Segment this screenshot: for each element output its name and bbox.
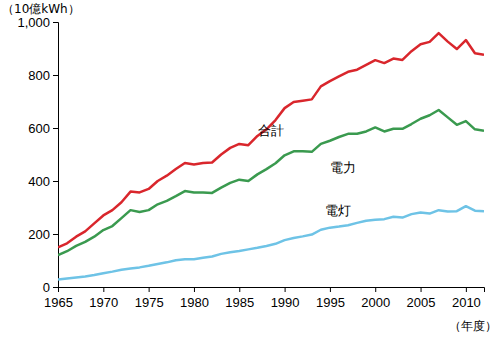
x-tick-mark <box>194 287 195 292</box>
x-tick: 1995 <box>316 287 345 310</box>
x-tick-mark <box>466 287 467 292</box>
chart: 02004006008001,0001965197019751980198519… <box>0 0 501 344</box>
y-tick-mark <box>53 128 58 129</box>
x-tick-label: 2010 <box>452 295 481 310</box>
y-axis: 0 200 400 600 800 1,000 <box>17 15 58 295</box>
y-tick-mark <box>53 181 58 182</box>
x-tick-mark <box>58 287 59 292</box>
x-tick: 1970 <box>89 287 118 310</box>
y-tick: 200 <box>28 227 58 242</box>
x-tick: 2005 <box>407 287 436 310</box>
y-tick: 0 <box>43 280 58 295</box>
y-tick-label: 600 <box>28 121 50 136</box>
series-label: 電灯 <box>325 203 351 218</box>
x-tick-label: 1985 <box>225 295 254 310</box>
x-tick: 1985 <box>225 287 254 310</box>
y-tick-label: 800 <box>28 68 50 83</box>
x-tick: 1965 <box>44 287 73 310</box>
plot-area: 02004006008001,0001965197019751980198519… <box>17 15 484 310</box>
x-tick-label: 1995 <box>316 295 345 310</box>
x-tick-label: 1965 <box>44 295 73 310</box>
series-line <box>58 33 484 247</box>
x-tick: 1975 <box>135 287 164 310</box>
x-tick: 2010 <box>452 287 481 310</box>
y-axis-label: （10億kWh） <box>2 2 80 16</box>
y-tick-label: 400 <box>28 174 50 189</box>
y-tick-mark <box>53 22 58 23</box>
series-line <box>58 110 484 255</box>
y-tick-mark <box>53 75 58 76</box>
x-axis: 1965 1970 1975 1980 1985 1990 1995 2000 2005 2010 <box>44 287 484 310</box>
y-tick-label: 0 <box>43 280 50 295</box>
y-tick: 1,000 <box>17 15 58 30</box>
x-tick-label: 1990 <box>271 295 300 310</box>
x-tick: 1990 <box>271 287 300 310</box>
series-label: 電力 <box>330 160 356 175</box>
x-tick-label: 1980 <box>180 295 209 310</box>
x-tick-label: 2000 <box>361 295 390 310</box>
lines <box>58 33 484 279</box>
y-tick-label: 200 <box>28 227 50 242</box>
x-tick-label: 1970 <box>89 295 118 310</box>
series-label: 合計 <box>258 123 284 138</box>
axis-line <box>53 23 59 288</box>
x-tick: 1980 <box>180 287 209 310</box>
y-tick: 800 <box>28 68 58 83</box>
x-tick-mark <box>421 287 422 292</box>
x-tick-mark <box>330 287 331 292</box>
series-line <box>58 206 484 279</box>
y-tick-mark <box>53 234 58 235</box>
x-tick-mark <box>239 287 240 292</box>
x-tick-mark <box>103 287 104 292</box>
axis-line <box>59 288 485 293</box>
y-tick-mark <box>53 287 58 288</box>
x-tick-mark <box>149 287 150 292</box>
x-tick: 2000 <box>361 287 390 310</box>
x-tick-label: 2005 <box>407 295 436 310</box>
y-tick: 400 <box>28 174 58 189</box>
x-tick-mark <box>285 287 286 292</box>
x-axis-label: （年度） <box>449 319 497 333</box>
y-tick: 600 <box>28 121 58 136</box>
x-tick-label: 1975 <box>135 295 164 310</box>
x-tick-mark <box>375 287 376 292</box>
y-tick-label: 1,000 <box>17 15 50 30</box>
